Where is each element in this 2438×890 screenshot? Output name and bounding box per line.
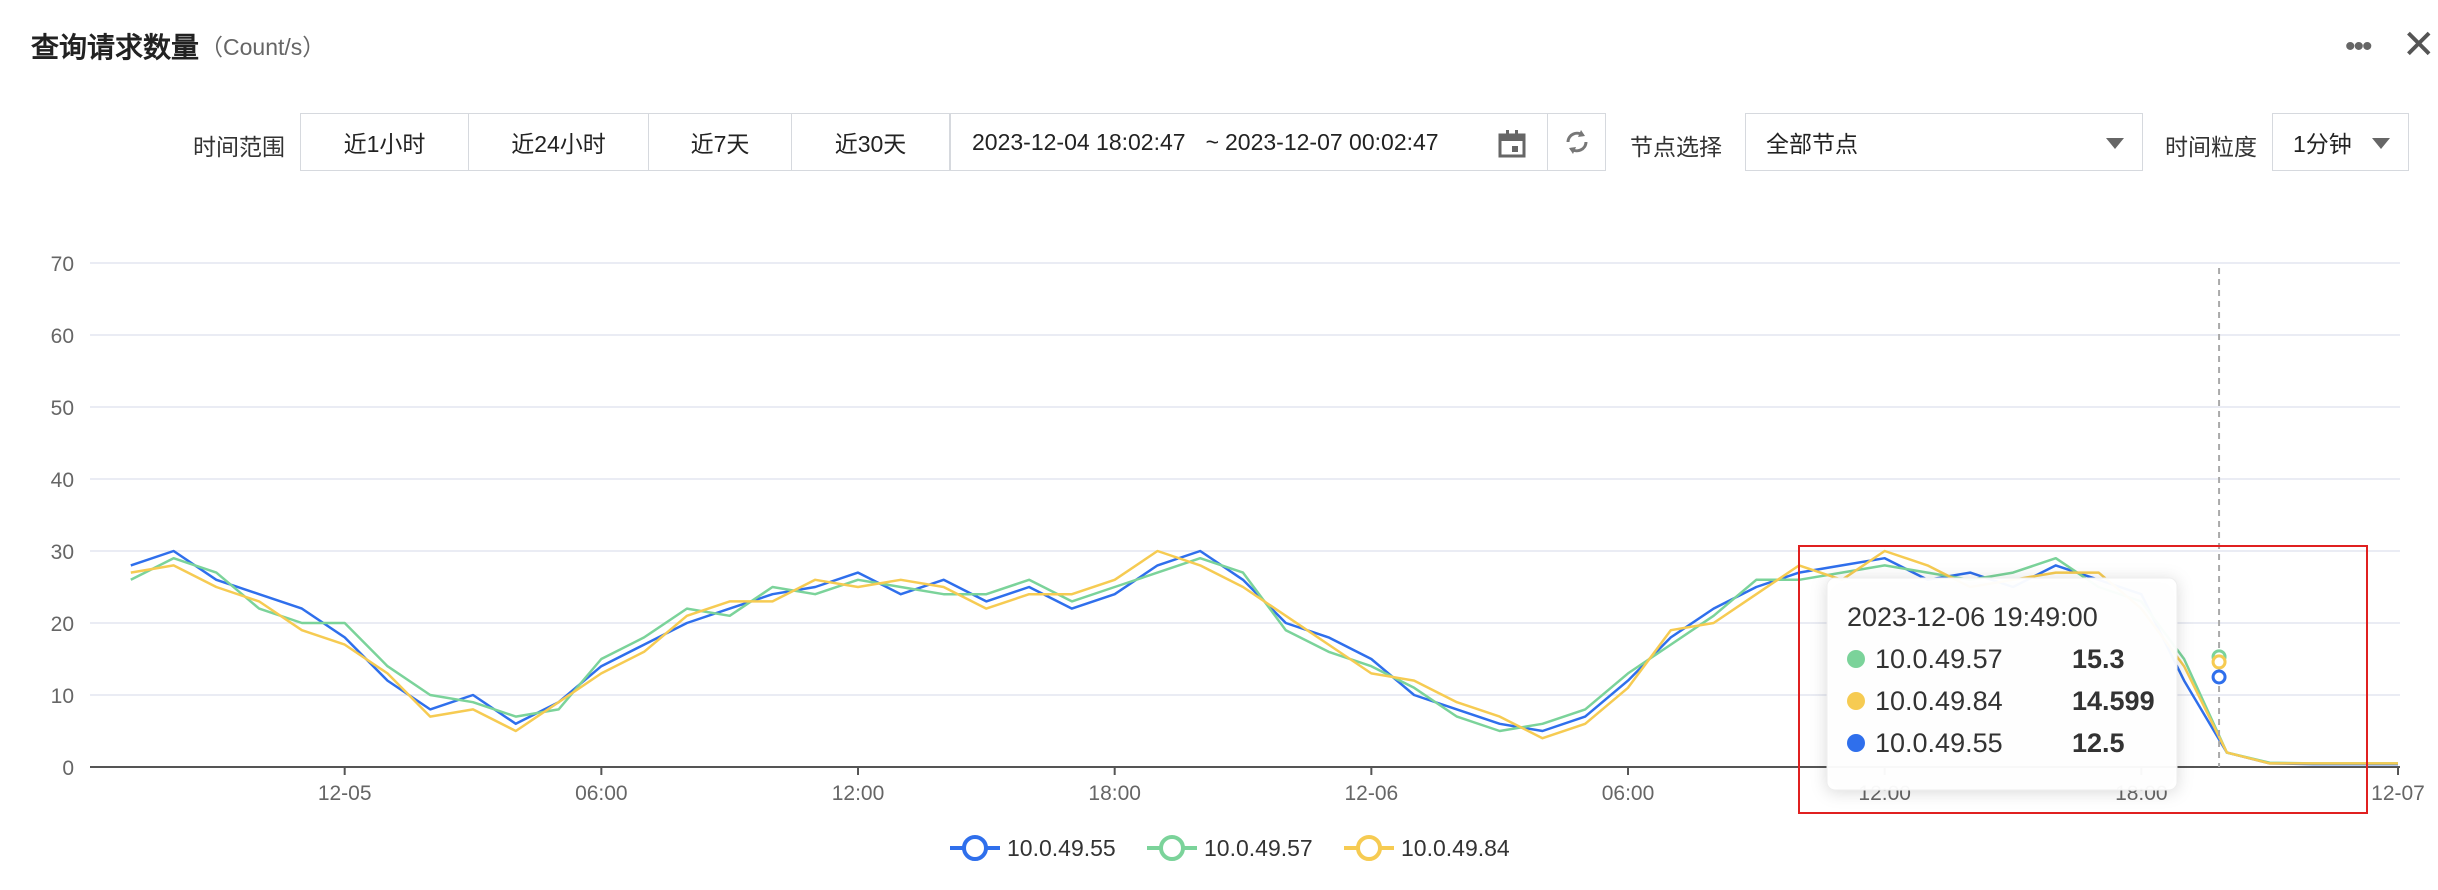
tooltip-name: 10.0.49.55 — [1875, 728, 2003, 758]
legend-item[interactable]: 10.0.49.57 — [1147, 835, 1313, 861]
legend-label: 10.0.49.84 — [1401, 835, 1510, 861]
more-icon[interactable]: ••• — [2345, 30, 2372, 63]
x-tick-label: 12-07 — [2371, 782, 2425, 805]
range-end: 2023-12-07 00:02:47 — [1225, 128, 1439, 155]
legend-label: 10.0.49.57 — [1204, 835, 1313, 861]
close-icon[interactable]: ✕ — [2402, 23, 2436, 67]
granularity-select[interactable]: 1分钟 — [2272, 113, 2409, 171]
y-tick-label: 50 — [51, 397, 74, 420]
range-start: 2023-12-04 18:02:47 — [972, 128, 1186, 155]
legend-marker — [1159, 835, 1185, 861]
tooltip-dot — [1847, 650, 1865, 668]
x-tick-label: 12-06 — [1344, 782, 1398, 805]
hover-point — [2211, 669, 2227, 685]
node-select[interactable]: 全部节点 — [1745, 113, 2143, 171]
dropdown-arrow — [2372, 138, 2390, 149]
node-label: 节点选择 — [1630, 134, 1722, 160]
panel-title: 查询请求数量 — [31, 32, 200, 63]
refresh-button[interactable] — [1547, 113, 1606, 171]
y-tick-label: 20 — [51, 613, 74, 636]
tooltip-value: 15.3 — [2072, 644, 2125, 674]
y-tick-label: 30 — [51, 541, 74, 564]
tooltip — [1826, 577, 2178, 791]
date-range-picker[interactable]: 2023-12-04 18:02:47 ~ 2023-12-07 00:02:4… — [950, 113, 1548, 171]
y-tick-label: 40 — [51, 469, 74, 492]
tooltip-value: 14.599 — [2072, 686, 2155, 716]
y-tick-label: 70 — [51, 253, 74, 276]
x-tick-label: 12:00 — [832, 782, 885, 805]
x-tick-label: 12-05 — [318, 782, 372, 805]
x-tick-label: 06:00 — [1602, 782, 1655, 805]
dropdown-arrow — [2106, 138, 2124, 149]
x-tick-label: 06:00 — [575, 782, 628, 805]
tooltip-name: 10.0.49.84 — [1875, 686, 2003, 716]
legend-item[interactable]: 10.0.49.55 — [950, 835, 1116, 861]
granularity-label: 时间粒度 — [2165, 134, 2257, 160]
y-tick-label: 60 — [51, 325, 74, 348]
range-button[interactable]: 近7天 — [648, 113, 792, 171]
range-button[interactable]: 近1小时 — [300, 113, 469, 171]
y-tick-label: 0 — [62, 757, 74, 780]
range-button[interactable]: 近24小时 — [468, 113, 649, 171]
tooltip-time: 2023-12-06 19:49:00 — [1847, 602, 2098, 632]
highlight-box — [1798, 545, 2368, 814]
node-value: 全部节点 — [1766, 131, 1858, 157]
panel-unit: （Count/s） — [200, 34, 326, 60]
range-sep: ~ — [1205, 128, 1220, 155]
legend-marker — [1356, 835, 1382, 861]
tooltip-name: 10.0.49.57 — [1875, 644, 2003, 674]
legend-label: 10.0.49.55 — [1007, 835, 1116, 861]
tooltip-dot — [1847, 692, 1865, 710]
range-label: 时间范围 — [193, 134, 285, 160]
granularity-value: 1分钟 — [2293, 131, 2352, 157]
x-tick-label: 18:00 — [1088, 782, 1141, 805]
tooltip-value: 12.5 — [2072, 728, 2125, 758]
range-button[interactable]: 近30天 — [791, 113, 950, 171]
refresh-icon — [1566, 130, 1587, 154]
tooltip-dot — [1847, 734, 1865, 752]
y-tick-label: 10 — [51, 685, 74, 708]
legend-marker — [962, 835, 988, 861]
legend-item[interactable]: 10.0.49.84 — [1344, 835, 1510, 861]
calendar-icon — [1498, 130, 1526, 158]
hover-point — [2211, 654, 2227, 670]
